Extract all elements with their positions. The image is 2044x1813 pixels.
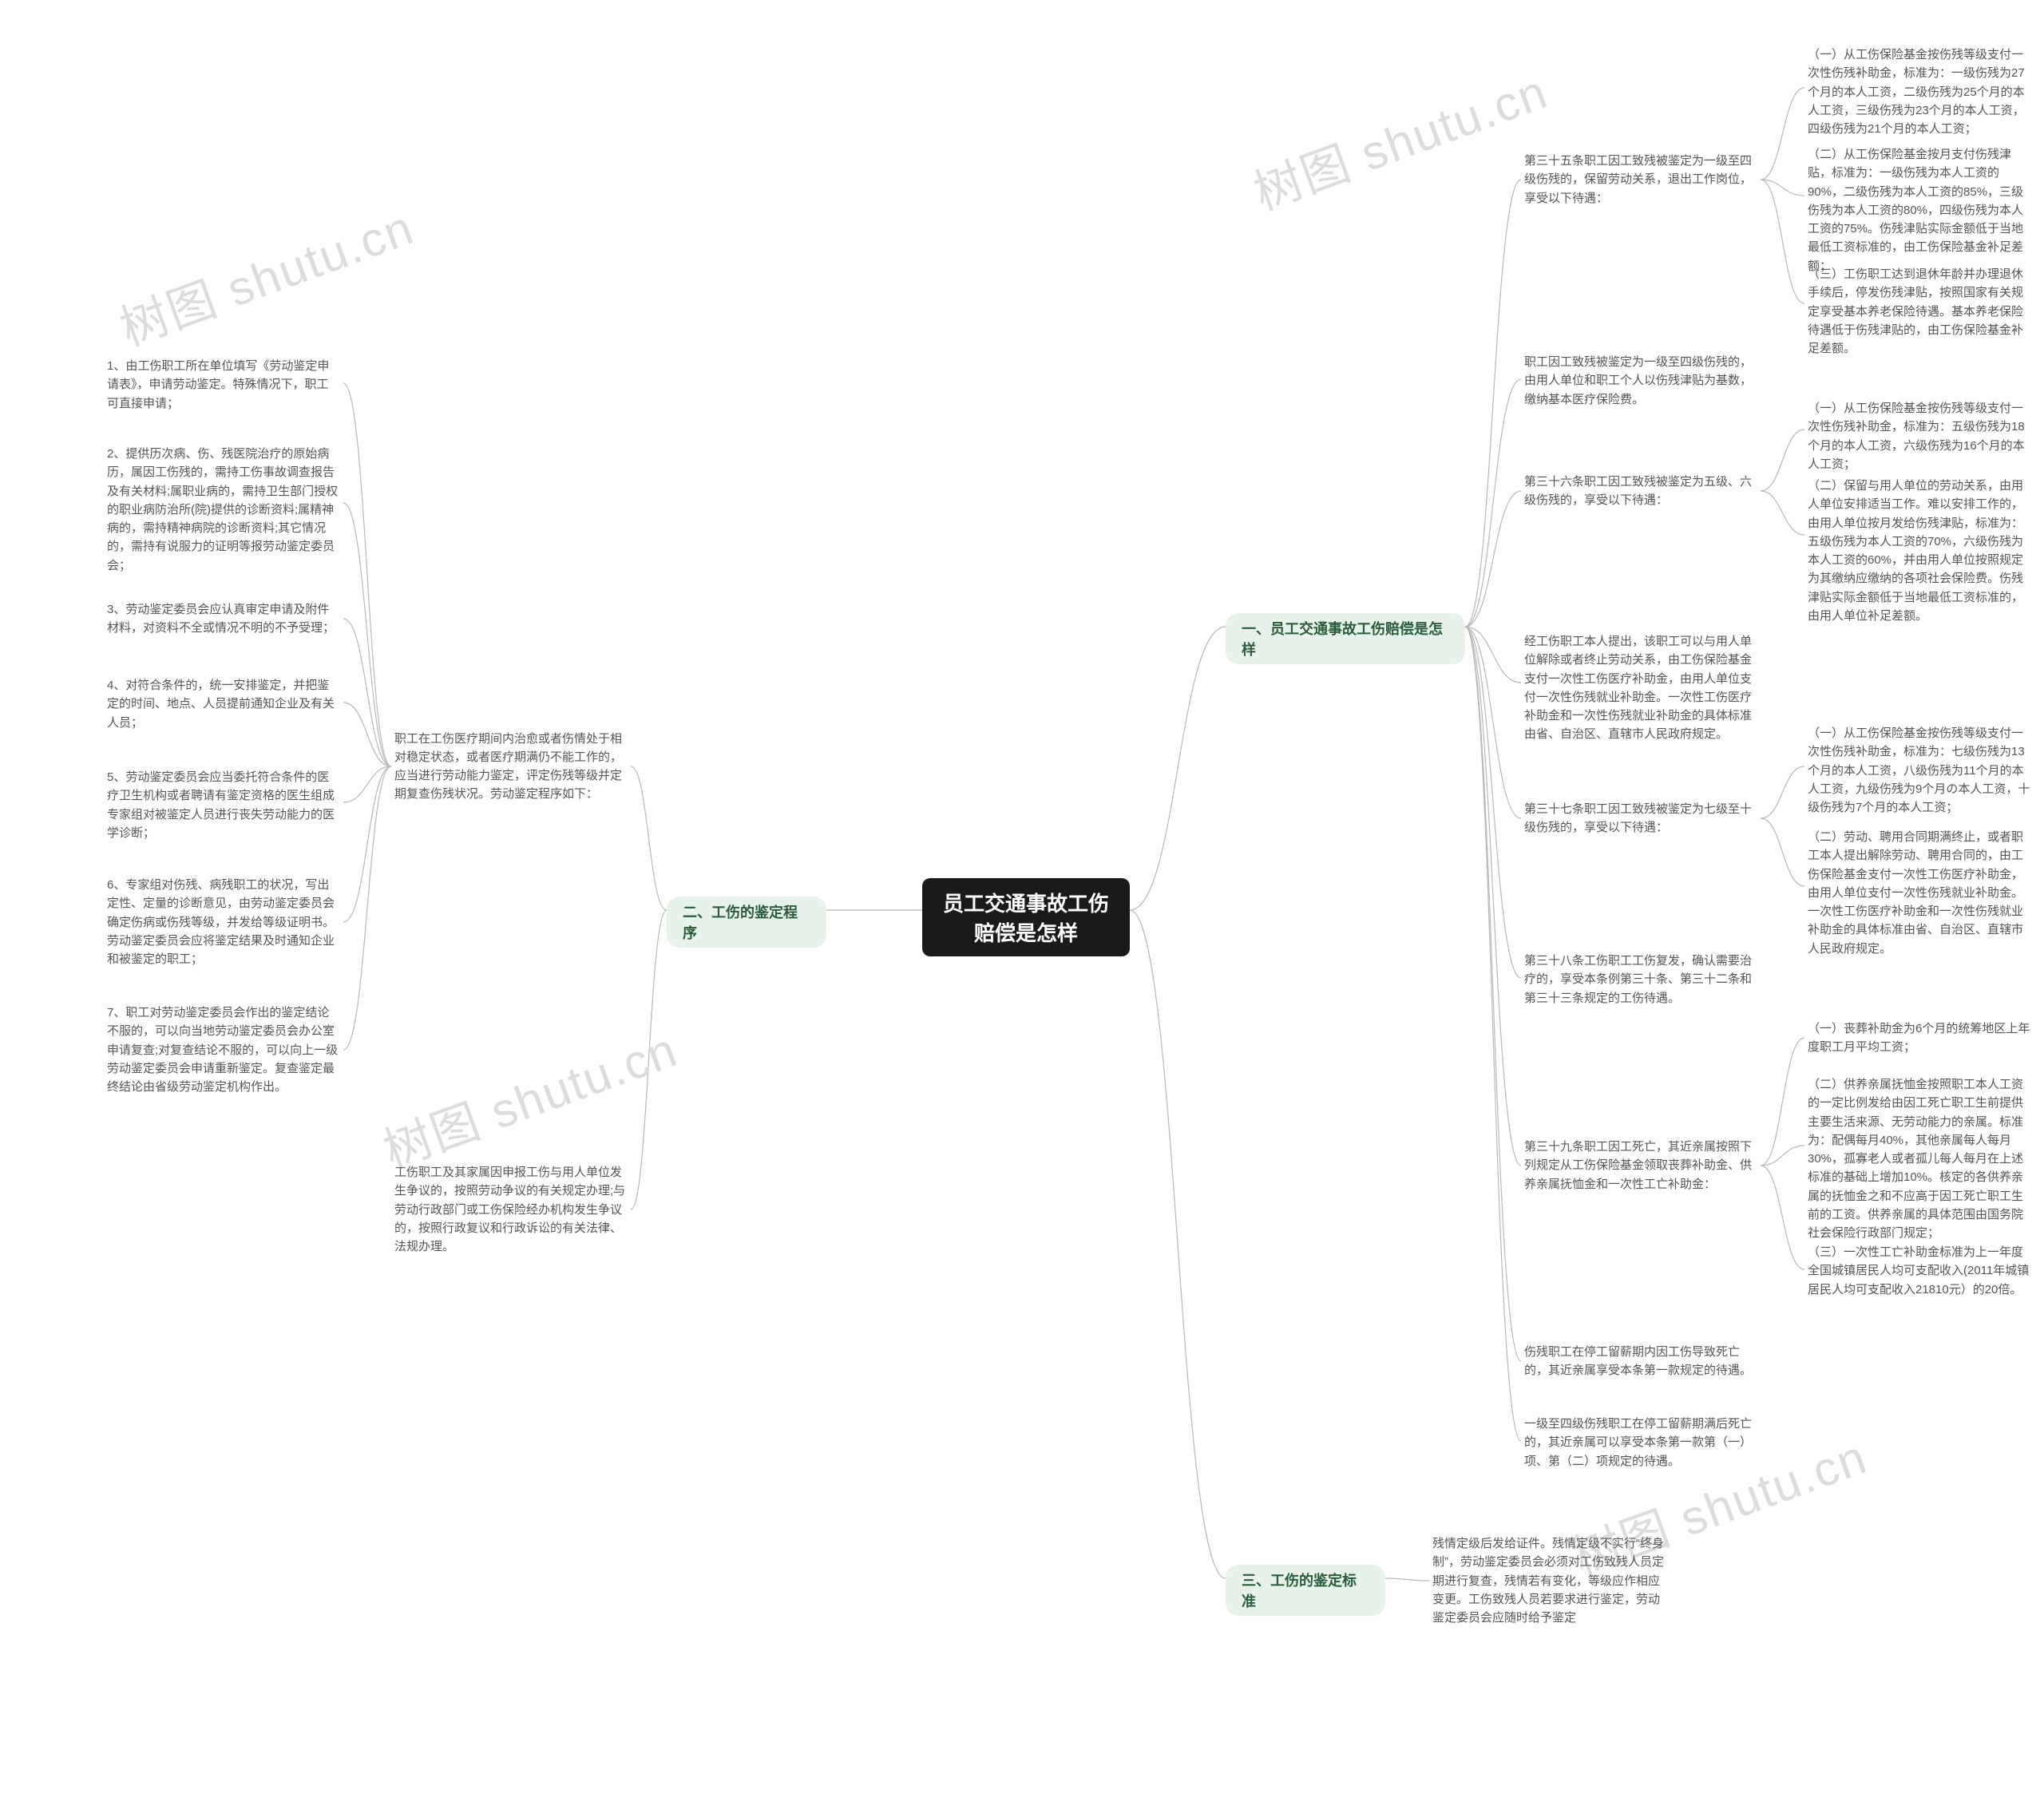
leaf-node: 5、劳动鉴定委员会应当委托符合条件的医疗卫生机构或者聘请有鉴定资格的医生组成专家… xyxy=(104,766,343,844)
leaf-node: 第三十九条职工因工死亡，其近亲属按照下列规定从工伤保险基金领取丧葬补助金、供养亲… xyxy=(1521,1134,1761,1197)
leaf-node: 第三十七条职工因工致残被鉴定为七级至十级伤残的，享受以下待遇： xyxy=(1521,798,1761,839)
leaf-node: （一）从工伤保险基金按伤残等级支付一次性伤残补助金，标准为：一级伤残为27个月的… xyxy=(1804,44,2036,140)
leaf-node: 第三十六条职工因工致残被鉴定为五级、六级伤残的，享受以下待遇： xyxy=(1521,471,1761,512)
branch-node: 三、工伤的鉴定标准 xyxy=(1226,1565,1385,1616)
leaf-node: 职工因工致残被鉴定为一级至四级伤残的，由用人单位和职工个人以伤残津贴为基数，缴纳… xyxy=(1521,351,1761,410)
leaf-text: 伤残职工在停工留薪期内因工伤导致死亡的，其近亲属享受本条第一款规定的待遇。 xyxy=(1524,1343,1757,1380)
leaf-text: 1、由工伤职工所在单位填写《劳动鉴定申请表》，申请劳动鉴定。特殊情况下，职工可直… xyxy=(107,357,340,413)
leaf-text: （一）从工伤保险基金按伤残等级支付一次性伤残补助金，标准为：一级伤残为27个月的… xyxy=(1808,46,2033,138)
leaf-text: 4、对符合条件的，统一安排鉴定，并把鉴定的时间、地点、人员提前通知企业及有关人员… xyxy=(107,676,340,732)
branch-label: 一、员工交通事故工伤赔偿是怎样 xyxy=(1242,618,1449,659)
leaf-node: （一）丧葬补助金为6个月的统筹地区上年度职工月平均工资； xyxy=(1804,1018,2036,1059)
leaf-node: （二）劳动、聘用合同期满终止，或者职工本人提出解除劳动、聘用合同的，由工伤保险基… xyxy=(1804,826,2036,960)
leaf-text: （三）一次性工亡补助金标准为上一年度全国城镇居民人均可支配收入(2011年城镇居… xyxy=(1808,1243,2033,1299)
branch-label: 三、工伤的鉴定标准 xyxy=(1242,1570,1369,1611)
leaf-text: 第三十五条职工因工致残被鉴定为一级至四级伤残的，保留劳动关系，退出工作岗位，享受… xyxy=(1524,152,1757,208)
leaf-text: 第三十八条工伤职工工伤复发，确认需要治疗的，享受本条例第三十条、第三十二条和第三… xyxy=(1524,952,1757,1007)
leaf-node: 1、由工伤职工所在单位填写《劳动鉴定申请表》，申请劳动鉴定。特殊情况下，职工可直… xyxy=(104,355,343,414)
leaf-text: 残情定级后发给证件。残情定级不实行“终身制”，劳动鉴定委员会必须对工伤致残人员定… xyxy=(1432,1534,1666,1627)
leaf-node: 第三十八条工伤职工工伤复发，确认需要治疗的，享受本条例第三十条、第三十二条和第三… xyxy=(1521,950,1761,1009)
branch-node: 一、员工交通事故工伤赔偿是怎样 xyxy=(1226,613,1465,664)
leaf-text: 经工伤职工本人提出，该职工可以与用人单位解除或者终止劳动关系，由工伤保险基金支付… xyxy=(1524,632,1757,744)
leaf-node: 7、职工对劳动鉴定委员会作出的鉴定结论不服的，可以向当地劳动鉴定委员会办公室申请… xyxy=(104,1002,343,1098)
branch-node: 二、工伤的鉴定程序 xyxy=(667,897,826,948)
leaf-text: 职工在工伤医疗期间内治愈或者伤情处于相对稳定状态，或者医疗期满仍不能工作的，应当… xyxy=(394,730,628,804)
leaf-node: 一级至四级伤残职工在停工留薪期满后死亡的，其近亲属可以享受本条第一款第（一）项、… xyxy=(1521,1413,1761,1472)
leaf-node: 伤残职工在停工留薪期内因工伤导致死亡的，其近亲属享受本条第一款规定的待遇。 xyxy=(1521,1341,1761,1382)
watermark: 树图 shutu.cn xyxy=(109,189,422,360)
leaf-node: （二）供养亲属抚恤金按照职工本人工资的一定比例发给由因工死亡职工生前提供主要生活… xyxy=(1804,1074,2036,1244)
leaf-text: （一）丧葬补助金为6个月的统筹地区上年度职工月平均工资； xyxy=(1808,1019,2033,1057)
watermark: 树图 shutu.cn xyxy=(1243,53,1556,224)
leaf-node: （二）从工伤保险基金按月支付伤残津贴，标准为：一级伤残为本人工资的90%，二级伤… xyxy=(1804,144,2036,277)
leaf-node: （一）从工伤保险基金按伤残等级支付一次性伤残补助金，标准为：七级伤残为13个月的… xyxy=(1804,722,2036,818)
watermark: 树图 shutu.cn xyxy=(373,1011,686,1182)
leaf-text: 职工因工致残被鉴定为一级至四级伤残的，由用人单位和职工个人以伤残津贴为基数，缴纳… xyxy=(1524,353,1757,409)
leaf-text: （一）从工伤保险基金按伤残等级支付一次性伤残补助金，标准为：五级伤残为18个月的… xyxy=(1808,399,2033,473)
leaf-node: 工伤职工及其家属因申报工伤与用人单位发生争议的，按照劳动争议的有关规定办理;与劳… xyxy=(391,1162,631,1257)
leaf-text: 第三十六条职工因工致残被鉴定为五级、六级伤残的，享受以下待遇： xyxy=(1524,473,1757,510)
leaf-text: （二）从工伤保险基金按月支付伤残津贴，标准为：一级伤残为本人工资的90%，二级伤… xyxy=(1808,145,2033,275)
root-label: 员工交通事故工伤赔偿是怎样 xyxy=(937,888,1115,947)
leaf-node: 职工在工伤医疗期间内治愈或者伤情处于相对稳定状态，或者医疗期满仍不能工作的，应当… xyxy=(391,726,631,806)
leaf-node: 6、专家组对伤残、病残职工的状况，写出定性、定量的诊断意见，由劳动鉴定委员会确定… xyxy=(104,874,343,970)
leaf-text: 2、提供历次病、伤、残医院治疗的原始病历，属因工伤残的，需持工伤事故调查报告及有… xyxy=(107,445,340,575)
leaf-node: 2、提供历次病、伤、残医院治疗的原始病历，属因工伤残的，需持工伤事故调查报告及有… xyxy=(104,443,343,576)
leaf-node: 第三十五条职工因工致残被鉴定为一级至四级伤残的，保留劳动关系，退出工作岗位，享受… xyxy=(1521,148,1761,212)
leaf-text: 5、劳动鉴定委员会应当委托符合条件的医疗卫生机构或者聘请有鉴定资格的医生组成专家… xyxy=(107,768,340,842)
leaf-node: 残情定级后发给证件。残情定级不实行“终身制”，劳动鉴定委员会必须对工伤致残人员定… xyxy=(1429,1533,1669,1629)
leaf-text: 7、职工对劳动鉴定委员会作出的鉴定结论不服的，可以向当地劳动鉴定委员会办公室申请… xyxy=(107,1003,340,1096)
leaf-text: 工伤职工及其家属因申报工伤与用人单位发生争议的，按照劳动争议的有关规定办理;与劳… xyxy=(394,1163,628,1256)
leaf-text: （二）劳动、聘用合同期满终止，或者职工本人提出解除劳动、聘用合同的，由工伤保险基… xyxy=(1808,828,2033,958)
leaf-text: 3、劳动鉴定委员会应认真审定申请及附件材料，对资料不全或情况不明的不予受理； xyxy=(107,600,340,638)
leaf-text: 第三十七条职工因工致残被鉴定为七级至十级伤残的，享受以下待遇： xyxy=(1524,800,1757,837)
leaf-text: （二）保留与用人单位的劳动关系，由用人单位安排适当工作。难以安排工作的，由用人单… xyxy=(1808,477,2033,625)
leaf-text: 6、专家组对伤残、病残职工的状况，写出定性、定量的诊断意见，由劳动鉴定委员会确定… xyxy=(107,876,340,968)
leaf-node: （三）一次性工亡补助金标准为上一年度全国城镇居民人均可支配收入(2011年城镇居… xyxy=(1804,1241,2036,1300)
leaf-text: （三）工伤职工达到退休年龄并办理退休手续后，停发伤残津贴，按照国家有关规定享受基… xyxy=(1808,265,2033,358)
leaf-node: （三）工伤职工达到退休年龄并办理退休手续后，停发伤残津贴，按照国家有关规定享受基… xyxy=(1804,263,2036,359)
leaf-node: 3、劳动鉴定委员会应认真审定申请及附件材料，对资料不全或情况不明的不予受理； xyxy=(104,599,343,639)
leaf-node: （一）从工伤保险基金按伤残等级支付一次性伤残补助金，标准为：五级伤残为18个月的… xyxy=(1804,398,2036,475)
leaf-text: 一级至四级伤残职工在停工留薪期满后死亡的，其近亲属可以享受本条第一款第（一）项、… xyxy=(1524,1415,1757,1471)
root-node: 员工交通事故工伤赔偿是怎样 xyxy=(922,878,1130,956)
leaf-node: 经工伤职工本人提出，该职工可以与用人单位解除或者终止劳动关系，由工伤保险基金支付… xyxy=(1521,631,1761,746)
leaf-text: （二）供养亲属抚恤金按照职工本人工资的一定比例发给由因工死亡职工生前提供主要生活… xyxy=(1808,1075,2033,1242)
leaf-text: （一）从工伤保险基金按伤残等级支付一次性伤残补助金，标准为：七级伤残为13个月的… xyxy=(1808,724,2033,817)
branch-label: 二、工伤的鉴定程序 xyxy=(683,901,810,943)
leaf-text: 第三十九条职工因工死亡，其近亲属按照下列规定从工伤保险基金领取丧葬补助金、供养亲… xyxy=(1524,1138,1757,1193)
leaf-node: 4、对符合条件的，统一安排鉴定，并把鉴定的时间、地点、人员提前通知企业及有关人员… xyxy=(104,675,343,734)
leaf-node: （二）保留与用人单位的劳动关系，由用人单位安排适当工作。难以安排工作的，由用人单… xyxy=(1804,475,2036,627)
